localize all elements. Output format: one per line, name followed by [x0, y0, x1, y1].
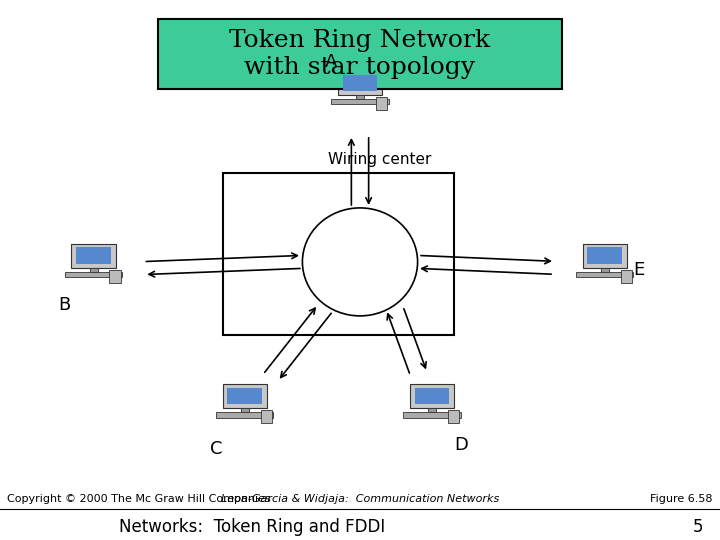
Bar [338, 71, 382, 95]
Bar [240, 408, 249, 413]
Bar [109, 269, 120, 282]
Text: E: E [634, 261, 645, 279]
Bar [261, 410, 271, 423]
Text: 5: 5 [693, 517, 703, 536]
Text: Leon-Garcia & Widjaja:  Communication Networks: Leon-Garcia & Widjaja: Communication Net… [221, 495, 499, 504]
Bar [582, 244, 627, 268]
Bar [331, 99, 389, 104]
Text: C: C [210, 440, 222, 458]
Bar [216, 413, 274, 417]
Bar [223, 173, 454, 335]
Bar [222, 384, 267, 408]
Bar [428, 408, 436, 413]
Text: Figure 6.58: Figure 6.58 [650, 495, 713, 504]
Text: Networks:  Token Ring and FDDI: Networks: Token Ring and FDDI [119, 517, 385, 536]
Bar [403, 413, 461, 417]
Bar [71, 244, 116, 268]
Bar [76, 247, 111, 264]
Bar [448, 410, 459, 423]
Bar [89, 268, 98, 272]
Bar [343, 75, 377, 91]
Bar [621, 269, 631, 282]
Bar [410, 384, 454, 408]
Text: A: A [325, 53, 338, 71]
Bar [601, 268, 609, 272]
Text: Wiring center: Wiring center [328, 152, 431, 167]
Bar [356, 95, 364, 99]
Bar [415, 388, 449, 404]
Bar [228, 388, 262, 404]
Text: D: D [454, 436, 468, 455]
Bar [376, 97, 387, 110]
Bar [65, 272, 122, 277]
Bar [588, 247, 622, 264]
Text: Token Ring Network
with star topology: Token Ring Network with star topology [230, 29, 490, 79]
Ellipse shape [302, 208, 418, 316]
Bar [576, 272, 634, 277]
FancyBboxPatch shape [158, 19, 562, 89]
Text: Copyright © 2000 The Mc Graw Hill Companies: Copyright © 2000 The Mc Graw Hill Compan… [7, 495, 271, 504]
Text: B: B [58, 296, 71, 314]
